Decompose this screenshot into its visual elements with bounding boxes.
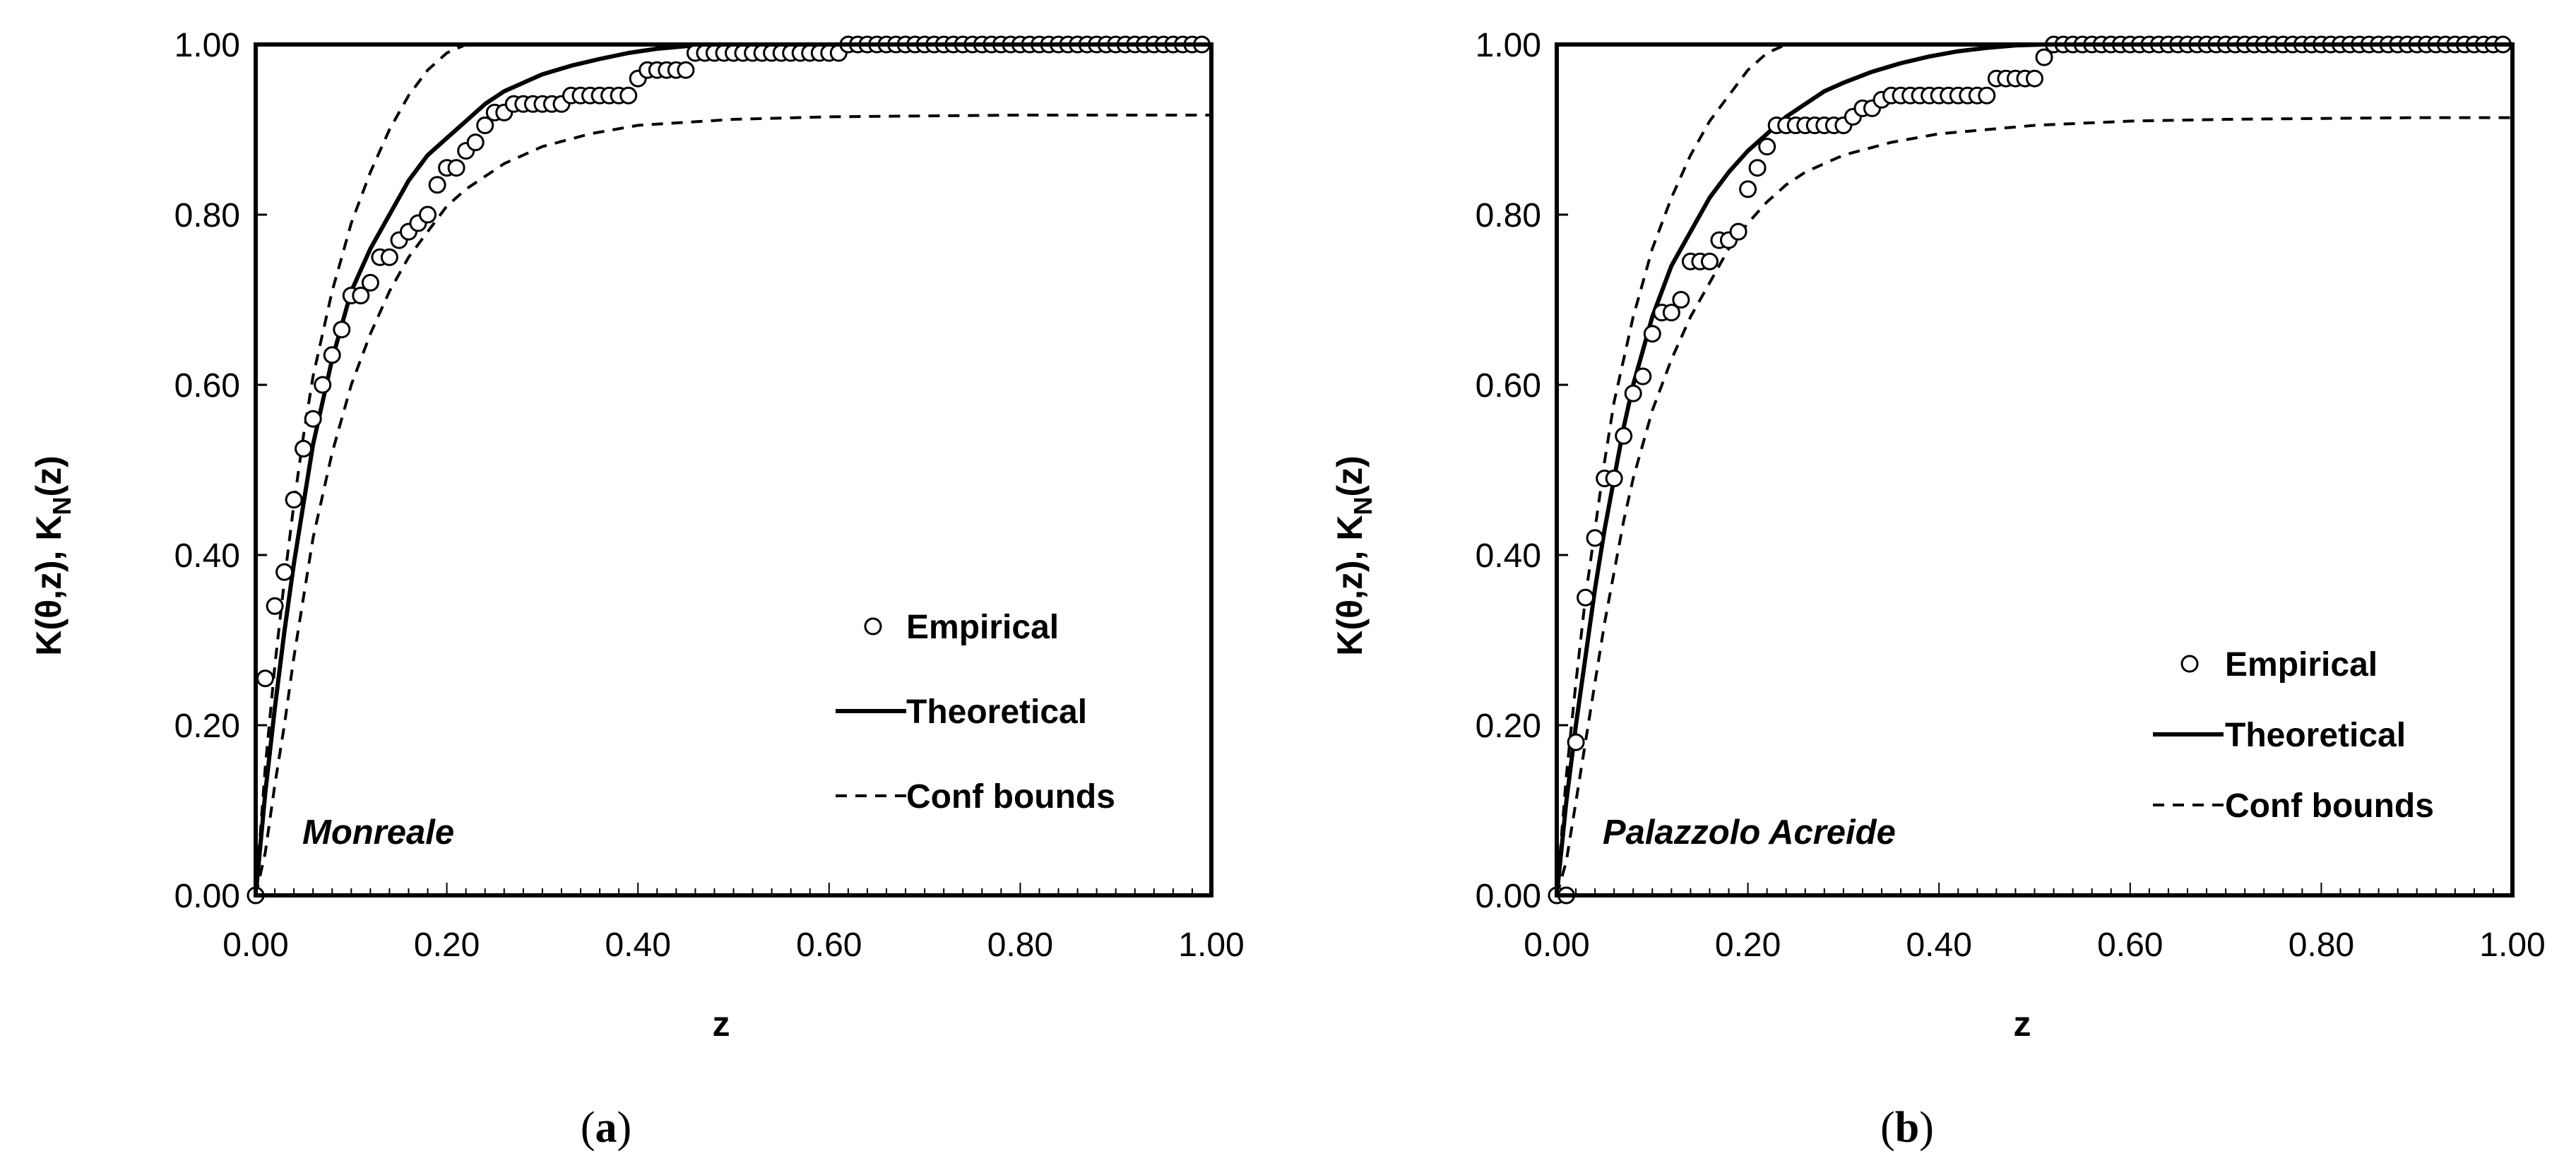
legend-a: Empirical Theoretical Conf bounds — [836, 609, 1115, 816]
empirical-point — [1978, 86, 1996, 105]
empirical-point — [352, 287, 370, 304]
y-tick-label: 1.00 — [174, 27, 240, 64]
legend-label-empirical: Empirical — [2225, 646, 2378, 684]
x-tick-label: 1.00 — [1178, 926, 1244, 964]
empirical-point — [2026, 69, 2043, 88]
legend-label-theoretical: Theoretical — [2225, 717, 2406, 754]
empirical-point — [333, 321, 351, 339]
x-tick-label: 0.60 — [2097, 926, 2163, 964]
empirical-point — [2035, 48, 2053, 66]
legend-marker-empirical — [864, 617, 882, 636]
y-tick-label: 0.40 — [1476, 537, 1541, 575]
x-tick-label: 0.60 — [796, 926, 862, 964]
legend-marker-empirical — [2180, 655, 2199, 673]
y-tick-labels-b: 0.00 0.20 0.40 0.60 0.80 1.00 — [1476, 27, 1541, 915]
empirical-point — [1634, 367, 1652, 386]
x-tick-label: 0.20 — [1715, 926, 1781, 964]
x-tick-labels-a: 0.00 0.20 0.40 0.60 0.80 1.00 — [222, 926, 1244, 964]
y-tick-label: 0.60 — [1476, 367, 1541, 405]
empirical-point — [1577, 588, 1595, 607]
empirical-point — [285, 491, 303, 509]
y-tick-label: 1.00 — [1476, 27, 1541, 64]
site-annotation-a: Monreale — [302, 813, 454, 852]
legend-label-theoretical: Theoretical — [906, 693, 1087, 731]
y-tick-label: 0.80 — [1476, 197, 1541, 234]
x-tick-label: 0.00 — [1524, 926, 1589, 964]
x-tick-label: 1.00 — [2479, 926, 2545, 964]
plot-frame-b — [1555, 42, 2515, 897]
x-axis-title-b: z — [2014, 1004, 2031, 1044]
empirical-point — [1701, 252, 1719, 270]
empirical-point — [476, 117, 494, 134]
legend-b: Empirical Theoretical Conf bounds — [2153, 646, 2434, 825]
legend-label-conf-bounds: Conf bounds — [906, 778, 1115, 816]
empirical-point — [1624, 384, 1642, 402]
empirical-point — [275, 563, 294, 581]
empirical-point — [619, 86, 638, 105]
y-axis-title-b: K(θ,z), KN(z) — [1330, 455, 1377, 656]
x-tick-label: 0.20 — [414, 926, 480, 964]
empirical-point — [314, 376, 332, 394]
theoretical-line — [254, 42, 706, 896]
panel-label-a: (a) — [581, 1104, 631, 1152]
legend-label-conf-bounds: Conf bounds — [2225, 787, 2434, 825]
y-tick-label: 0.20 — [1476, 708, 1541, 745]
site-annotation-b: Palazzolo Acreide — [1603, 813, 1896, 852]
y-tick-label: 0.20 — [174, 708, 240, 745]
y-axis-title-a: K(θ,z), KN(z) — [29, 455, 76, 656]
legend-label-empirical: Empirical — [906, 609, 1059, 646]
x-tick-label: 0.80 — [2289, 926, 2354, 964]
empirical-point — [447, 159, 465, 177]
empirical-point — [466, 133, 485, 152]
x-tick-label: 0.40 — [605, 926, 670, 964]
empirical-point — [1605, 470, 1623, 487]
empirical-point — [1739, 180, 1757, 198]
empirical-point — [677, 61, 695, 79]
x-axis-title-a: z — [713, 1004, 730, 1044]
empirical-point — [1748, 159, 1767, 177]
empirical-point — [361, 273, 379, 292]
empirical-point — [380, 248, 398, 266]
empirical-point — [1758, 138, 1776, 156]
y-tick-label: 0.80 — [174, 197, 240, 234]
empirical-point — [419, 205, 437, 224]
x-tick-labels-b: 0.00 0.20 0.40 0.60 0.80 1.00 — [1524, 926, 2545, 964]
plot-frame-a — [254, 42, 1213, 897]
empirical-point — [428, 176, 446, 194]
x-tick-label: 0.40 — [1906, 926, 1971, 964]
conf-bound-upper-line — [1555, 43, 1787, 896]
chart-panel-a: 0.00 0.20 0.40 0.60 0.80 1.00 0.00 0.20 0.40 0.6… — [29, 27, 1245, 1152]
empirical-point — [304, 410, 322, 428]
empirical-point — [295, 439, 313, 458]
empirical-point — [256, 669, 274, 688]
empirical-point — [1662, 304, 1680, 322]
x-tick-label: 0.00 — [222, 926, 288, 964]
empirical-point — [1729, 222, 1747, 241]
empirical-point — [1567, 733, 1585, 751]
conf-bound-lower-line — [1555, 116, 2512, 896]
empirical-point — [323, 346, 341, 364]
y-tick-labels-a: 0.00 0.20 0.40 0.60 0.80 1.00 — [174, 27, 240, 915]
panel-label-b: (b) — [1880, 1104, 1934, 1152]
y-tick-label: 0.40 — [174, 537, 240, 575]
y-tick-label: 0.00 — [174, 878, 240, 915]
conf-bound-lower-line — [254, 114, 1211, 896]
empirical-point — [266, 597, 284, 615]
y-tick-label: 0.00 — [1476, 878, 1541, 915]
empirical-point — [1672, 291, 1690, 309]
empirical-point — [1615, 427, 1633, 445]
y-tick-label: 0.60 — [174, 367, 240, 405]
chart-panel-b: 0.00 0.20 0.40 0.60 0.80 1.00 0.00 0.20 0.40 0.6… — [1330, 27, 2546, 1152]
x-tick-label: 0.80 — [987, 926, 1053, 964]
empirical-point — [1643, 325, 1661, 343]
theoretical-line — [1555, 42, 2045, 896]
empirical-point — [1586, 529, 1604, 547]
